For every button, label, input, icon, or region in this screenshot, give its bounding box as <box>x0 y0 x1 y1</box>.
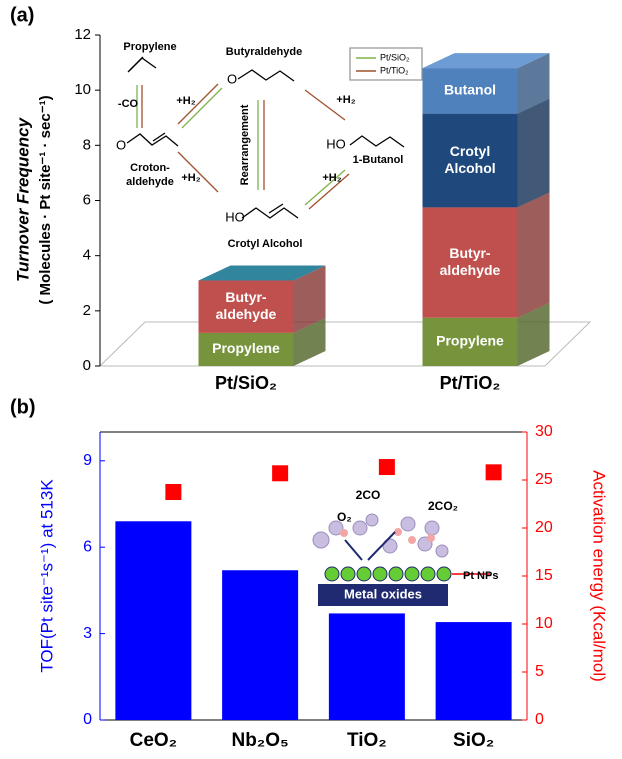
scheme-label: Croton- <box>130 162 170 174</box>
scheme-label: +H₂ <box>181 172 200 184</box>
y-tick-label: 3 <box>83 625 92 642</box>
y-tick-label: 6 <box>83 191 91 208</box>
y-tick-label: 8 <box>83 136 91 153</box>
scheme-label: Butyraldehyde <box>226 46 302 58</box>
marker-square <box>379 459 395 475</box>
x-tick-label: TiO₂ <box>347 730 387 751</box>
marker-square <box>486 464 502 480</box>
scheme-molecules <box>127 57 404 218</box>
y2-axis-title: Activation energy (Kcal/mol) <box>590 470 609 682</box>
scheme-label: Propylene <box>123 41 176 53</box>
scheme-label: +H₂ <box>336 94 355 106</box>
y2-tick-label: 25 <box>535 471 553 488</box>
x-tick-label: CeO₂ <box>130 730 178 751</box>
y-axis-title: ( Molecules · Pt site⁻¹ · sec⁻¹) <box>37 95 54 304</box>
inset-label: O₂ <box>337 510 352 524</box>
y-tick-label: 4 <box>83 247 91 264</box>
y-tick-label: 10 <box>74 81 91 98</box>
scheme-label: O <box>116 137 126 152</box>
scheme-label: +H₂ <box>322 172 341 184</box>
x-tick-label: Pt/SiO₂ <box>215 373 277 393</box>
scheme-label: 1-Butanol <box>353 154 404 166</box>
legend-label: Pt/TiO₂ <box>380 65 409 75</box>
bar <box>115 521 191 720</box>
bar <box>436 622 512 720</box>
bar-side-shade <box>518 99 550 208</box>
scheme-label: Rearrangement <box>239 104 251 185</box>
scheme-label: HO <box>225 209 245 224</box>
y2-tick-label: 20 <box>535 519 553 536</box>
y2-tick-label: 5 <box>535 663 544 680</box>
scheme-label: HO <box>326 136 346 151</box>
scheme-label: Crotyl Alcohol <box>228 238 303 250</box>
scheme-label: -CO <box>118 98 139 110</box>
bar <box>222 570 298 720</box>
panel-label: (a) <box>10 4 34 26</box>
panel-label: (b) <box>10 396 36 418</box>
y-tick-label: 6 <box>83 538 92 555</box>
x-tick-label: SiO₂ <box>453 730 494 751</box>
scheme-label: aldehyde <box>126 176 174 188</box>
segment-label: Butanol <box>444 82 496 98</box>
y-tick-label: 12 <box>74 26 91 43</box>
bar-side-shade <box>518 192 550 317</box>
legend-label: Pt/SiO₂ <box>380 52 410 62</box>
y-tick-label: 0 <box>83 711 92 728</box>
y-tick-label: 2 <box>83 302 91 319</box>
segment-label: Propylene <box>212 340 280 356</box>
y-tick-label: 9 <box>83 452 92 469</box>
marker-square <box>165 484 181 500</box>
y2-tick-label: 10 <box>535 615 553 632</box>
x-tick-label: Nb₂O₅ <box>231 730 288 751</box>
bar <box>329 613 405 720</box>
scheme-label: O <box>227 71 237 86</box>
scheme-label: +H₂ <box>176 95 195 107</box>
inset-label: Metal oxides <box>344 586 422 601</box>
inset-label: 2CO <box>356 488 381 502</box>
y-tick-label: 0 <box>83 357 91 374</box>
y-axis-title: Turnover Frequency <box>13 116 32 282</box>
y2-tick-label: 30 <box>535 423 553 440</box>
y2-tick-label: 0 <box>535 711 544 728</box>
inset-label: Pt NPs <box>463 570 498 582</box>
segment-label: Propylene <box>436 333 504 349</box>
y-axis-title: TOF(Pt site⁻¹s⁻¹) at 513K <box>37 479 56 673</box>
marker-square <box>272 465 288 481</box>
x-tick-label: Pt/TiO₂ <box>440 373 501 393</box>
figure: (a) (b) 0 2 4 6 8 10 12 Turnover Frequency ( Mol… <box>0 0 622 754</box>
y2-tick-label: 15 <box>535 567 553 584</box>
inset-label: 2CO₂ <box>428 499 458 513</box>
